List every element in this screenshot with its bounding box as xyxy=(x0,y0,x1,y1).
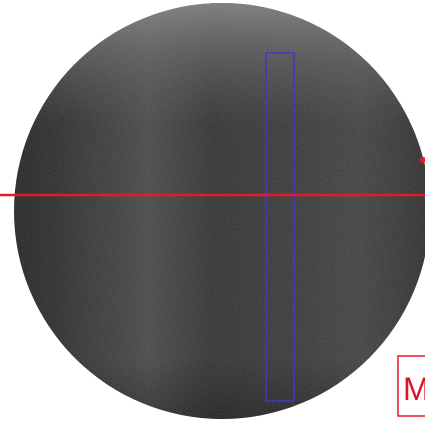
image-view: M xyxy=(0,0,425,422)
page: M (() => { const data = JSON.parse(docum… xyxy=(0,0,425,422)
specimen-disk xyxy=(0,0,425,422)
label-text: M xyxy=(403,371,425,407)
label-box: M xyxy=(398,356,425,416)
